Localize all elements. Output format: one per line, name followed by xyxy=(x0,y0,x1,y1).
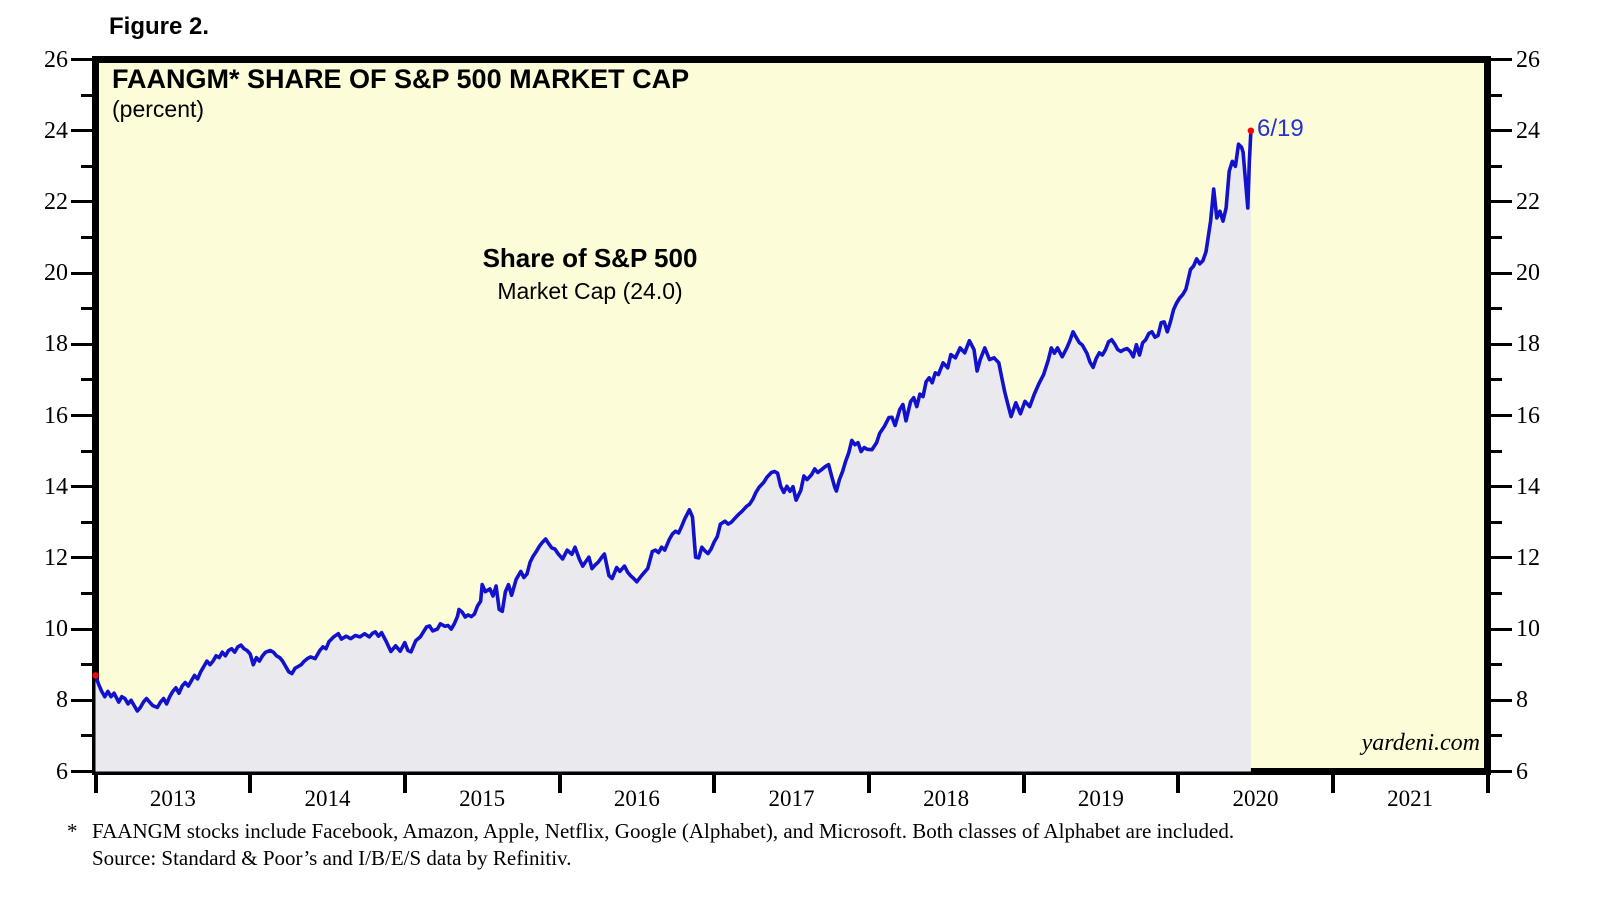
y-axis-tick-label: 10 xyxy=(44,616,68,643)
y-axis-tick-label: 18 xyxy=(1516,331,1540,358)
x-axis-year-label: 2018 xyxy=(923,786,970,811)
y-axis-tick-label: 6 xyxy=(1516,758,1528,785)
footnote-source: Source: Standard & Poor’s and I/B/E/S da… xyxy=(92,846,572,870)
endpoint-date-label: 6/19 xyxy=(1257,115,1304,142)
y-axis-major-tick xyxy=(71,556,92,560)
x-axis-year-label: 2016 xyxy=(613,786,660,811)
x-axis-year-label: 2017 xyxy=(768,786,815,811)
watermark: yardeni.com xyxy=(1361,730,1480,756)
y-axis-minor-tick xyxy=(1491,520,1502,524)
y-axis-tick-label: 22 xyxy=(1516,188,1540,215)
y-axis-tick-label: 16 xyxy=(1516,402,1540,429)
x-axis-tick xyxy=(93,775,98,793)
x-axis-tick xyxy=(402,775,407,793)
y-axis-tick-label: 14 xyxy=(1516,473,1540,500)
y-axis-tick-label: 24 xyxy=(1516,117,1540,144)
y-axis-minor-tick xyxy=(81,307,92,311)
y-axis-tick-label: 26 xyxy=(1516,46,1540,73)
x-axis-year-label: 2013 xyxy=(149,786,196,811)
x-axis-tick xyxy=(1176,775,1181,793)
plot-area xyxy=(92,56,1491,775)
y-axis-tick-label: 18 xyxy=(44,331,68,358)
y-axis-minor-tick xyxy=(1491,663,1502,667)
x-axis-tick xyxy=(248,775,253,793)
y-axis-major-tick xyxy=(1491,556,1512,560)
figure-label: Figure 2. xyxy=(109,13,210,40)
series-annotation: Share of S&P 500 Market Cap (24.0) xyxy=(435,243,745,305)
y-axis-minor-tick xyxy=(1491,307,1502,311)
series-annotation-line2: Market Cap (24.0) xyxy=(497,278,683,304)
x-axis-tick xyxy=(557,775,562,793)
y-axis-major-tick xyxy=(1491,200,1512,204)
y-axis-major-tick xyxy=(71,129,92,133)
y-axis-minor-tick xyxy=(81,378,92,382)
y-axis-minor-tick xyxy=(81,449,92,453)
y-axis-minor-tick xyxy=(1491,93,1502,97)
x-axis-year-label: 2014 xyxy=(304,786,351,811)
y-axis-minor-tick xyxy=(1491,378,1502,382)
x-axis-tick xyxy=(1330,775,1335,793)
y-axis-major-tick xyxy=(71,627,92,631)
y-axis-tick-label: 10 xyxy=(1516,616,1540,643)
y-axis-major-tick xyxy=(1491,627,1512,631)
y-axis-major-tick xyxy=(1491,485,1512,489)
y-axis-major-tick xyxy=(71,58,92,61)
y-axis-tick-label: 6 xyxy=(56,758,68,785)
y-axis-major-tick xyxy=(71,770,92,773)
x-axis-year-label: 2021 xyxy=(1387,786,1434,811)
x-axis-tick xyxy=(712,775,717,793)
y-axis-tick-label: 12 xyxy=(1516,544,1540,571)
y-axis-tick-label: 26 xyxy=(44,46,68,73)
y-axis-major-tick xyxy=(71,414,92,417)
y-axis-minor-tick xyxy=(81,663,92,667)
chart-title: FAANGM* SHARE OF S&P 500 MARKET CAP xyxy=(112,64,690,94)
y-axis-major-tick xyxy=(71,200,92,204)
y-axis-major-tick xyxy=(1491,342,1512,346)
y-axis-tick-label: 20 xyxy=(44,260,68,287)
x-axis-tick xyxy=(1485,775,1490,793)
y-axis-tick-label: 14 xyxy=(44,473,68,500)
y-axis-tick-label: 22 xyxy=(44,188,68,215)
y-axis-tick-label: 12 xyxy=(44,544,68,571)
chart-subtitle: (percent) xyxy=(112,96,205,122)
y-axis-minor-tick xyxy=(81,592,92,595)
x-axis-year-label: 2020 xyxy=(1232,786,1279,811)
y-axis-major-tick xyxy=(71,485,92,489)
series-annotation-line1: Share of S&P 500 xyxy=(482,243,698,273)
y-axis-major-tick xyxy=(1491,271,1512,275)
y-axis-minor-tick xyxy=(1491,236,1502,239)
y-axis-major-tick xyxy=(1491,129,1512,133)
y-axis-tick-label: 20 xyxy=(1516,260,1540,287)
y-axis-tick-label: 24 xyxy=(44,117,68,144)
y-axis-minor-tick xyxy=(1491,734,1502,738)
y-axis-major-tick xyxy=(71,271,92,275)
y-axis-major-tick xyxy=(1491,698,1512,702)
y-axis-tick-label: 16 xyxy=(44,402,68,429)
x-axis-tick xyxy=(866,775,871,793)
y-axis-minor-tick xyxy=(1491,449,1502,453)
x-axis-year-label: 2019 xyxy=(1077,786,1124,811)
y-axis-major-tick xyxy=(1491,58,1512,61)
y-axis-minor-tick xyxy=(1491,592,1502,595)
y-axis-minor-tick xyxy=(81,520,92,524)
x-axis-year-label: 2015 xyxy=(459,786,506,811)
y-axis-major-tick xyxy=(71,698,92,702)
footnote-definition: FAANGM stocks include Facebook, Amazon, … xyxy=(92,819,1235,843)
y-axis-minor-tick xyxy=(81,236,92,239)
y-axis-tick-label: 8 xyxy=(56,687,68,714)
footnote-asterisk: * xyxy=(67,819,78,843)
x-axis-tick xyxy=(1021,775,1026,793)
y-axis-major-tick xyxy=(1491,770,1512,773)
y-axis-minor-tick xyxy=(81,93,92,97)
y-axis-minor-tick xyxy=(1491,164,1502,168)
y-axis-major-tick xyxy=(71,342,92,346)
y-axis-major-tick xyxy=(1491,414,1512,417)
y-axis-minor-tick xyxy=(81,164,92,168)
y-axis-tick-label: 8 xyxy=(1516,687,1528,714)
y-axis-minor-tick xyxy=(81,734,92,738)
